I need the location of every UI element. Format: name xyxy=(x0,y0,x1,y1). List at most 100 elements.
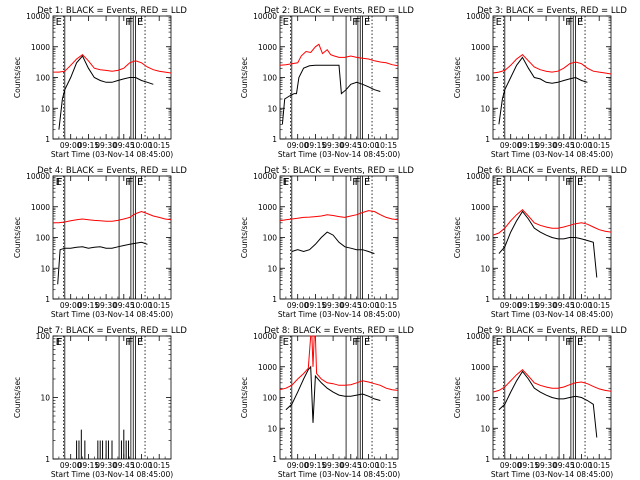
x-tick-label: 10:00 xyxy=(131,141,153,150)
y-tick-label: 1000 xyxy=(31,203,50,212)
x-tick-label: 10:00 xyxy=(131,461,153,470)
series-events-line xyxy=(498,370,598,438)
x-tick-label: 10:00 xyxy=(571,141,593,150)
y-axis-label: Counts/sec xyxy=(13,57,22,98)
y-tick-label: 1 xyxy=(45,455,50,464)
plot-frame xyxy=(52,175,172,300)
x-tick-label: 10:00 xyxy=(131,301,153,310)
y-tick-label: 10 xyxy=(267,104,277,113)
x-tick-label: 09:45 xyxy=(113,141,135,150)
y-tick-label: 10000 xyxy=(466,332,490,341)
time-marker-label: E xyxy=(283,177,289,188)
x-tick-label: 09:00 xyxy=(500,461,522,470)
x-tick-label: 09:30 xyxy=(322,301,344,310)
x-axis-label: Start Time (03-Nov-14 08:45:00) xyxy=(51,470,173,479)
x-tick-label: 09:15 xyxy=(518,141,540,150)
chart-panel-det-3: Det 3: BLACK = Events, RED = LLD 1 10 100 10… xyxy=(453,6,627,159)
x-axis-label: Start Time (03-Nov-14 08:45:00) xyxy=(491,150,613,159)
time-marker-label: E xyxy=(56,337,62,348)
time-marker-label: E xyxy=(496,17,502,28)
time-marker-label: E xyxy=(364,17,370,28)
y-tick-label: 1000 xyxy=(471,43,490,52)
x-tick-label: 10:15 xyxy=(375,301,397,310)
time-marker-label: F xyxy=(128,337,134,348)
y-tick-label: 10 xyxy=(480,264,490,273)
time-marker-label: F xyxy=(565,337,571,348)
time-marker-label: F xyxy=(352,177,358,188)
y-tick-label: 1 xyxy=(485,455,490,464)
series-events-line xyxy=(498,56,588,125)
y-tick-label: 10000 xyxy=(26,172,50,181)
x-tick-label: 09:00 xyxy=(287,141,309,150)
y-tick-label: 100 xyxy=(476,394,491,403)
time-marker-label: F xyxy=(57,337,63,348)
time-marker-label: E xyxy=(496,337,502,348)
chart-title: Det 8: BLACK = Events, RED = LLD xyxy=(264,326,414,336)
series-events-line xyxy=(291,231,375,255)
x-tick-label: 09:15 xyxy=(78,461,100,470)
y-tick-label: 10000 xyxy=(466,172,490,181)
x-axis-label: Start Time (03-Nov-14 08:45:00) xyxy=(51,310,173,319)
time-marker-label: E xyxy=(283,17,289,28)
chart-panel-det-6: Det 6: BLACK = Events, RED = LLD 1 10 100 10… xyxy=(453,166,627,319)
series-lld-line xyxy=(279,43,399,67)
x-tick-label: 09:45 xyxy=(340,461,362,470)
y-tick-label: 10000 xyxy=(253,332,277,341)
plot-frame xyxy=(279,335,399,460)
y-tick-label: 10 xyxy=(40,104,50,113)
x-tick-label: 10:00 xyxy=(358,301,380,310)
y-tick-label: 100 xyxy=(36,332,51,341)
series-lld-line xyxy=(492,369,612,393)
x-tick-label: 09:15 xyxy=(305,141,327,150)
series-lld-line xyxy=(53,54,172,74)
x-tick-label: 10:00 xyxy=(358,141,380,150)
x-tick-label: 09:15 xyxy=(78,141,100,150)
y-axis-label: Counts/sec xyxy=(240,217,249,258)
y-tick-label: 100 xyxy=(476,234,491,243)
y-axis-label: Counts/sec xyxy=(13,377,22,418)
chart-title: Det 6: BLACK = Events, RED = LLD xyxy=(477,166,627,176)
x-tick-label: 09:45 xyxy=(553,461,575,470)
y-tick-label: 10000 xyxy=(466,12,490,21)
x-tick-label: 09:00 xyxy=(500,301,522,310)
chart-title: Det 1: BLACK = Events, RED = LLD xyxy=(37,6,187,16)
y-tick-label: 10 xyxy=(480,424,490,433)
x-tick-label: 10:15 xyxy=(148,141,170,150)
y-tick-label: 10 xyxy=(267,424,277,433)
y-axis-label: Counts/sec xyxy=(240,57,249,98)
x-tick-label: 10:15 xyxy=(148,301,170,310)
x-axis-label: Start Time (03-Nov-14 08:45:00) xyxy=(491,310,613,319)
x-tick-label: 09:45 xyxy=(340,301,362,310)
chart-title: Det 9: BLACK = Events, RED = LLD xyxy=(477,326,627,336)
plot-frame xyxy=(279,175,399,300)
y-tick-label: 100 xyxy=(36,74,51,83)
time-marker-label: F xyxy=(128,17,134,28)
x-tick-label: 10:15 xyxy=(588,141,610,150)
y-axis-label: Counts/sec xyxy=(240,377,249,418)
time-marker-label: F xyxy=(355,177,361,188)
y-tick-label: 1000 xyxy=(258,43,277,52)
x-tick-label: 09:15 xyxy=(305,301,327,310)
y-tick-label: 1 xyxy=(272,135,277,144)
y-tick-label: 1 xyxy=(272,455,277,464)
time-marker-label: E xyxy=(56,17,62,28)
time-marker-label: F xyxy=(568,177,574,188)
y-tick-label: 1 xyxy=(485,295,490,304)
x-tick-label: 09:30 xyxy=(535,301,557,310)
time-marker-label: E xyxy=(364,337,370,348)
time-marker-label: E xyxy=(137,17,143,28)
y-axis-label: Counts/sec xyxy=(453,57,462,98)
y-tick-label: 1000 xyxy=(31,43,50,52)
x-tick-label: 09:00 xyxy=(60,461,82,470)
x-tick-label: 10:15 xyxy=(588,301,610,310)
x-tick-label: 09:45 xyxy=(113,461,135,470)
y-tick-label: 10000 xyxy=(26,12,50,21)
series-events-line xyxy=(57,241,148,285)
series-events-line xyxy=(281,64,381,125)
time-marker-label: E xyxy=(364,177,370,188)
y-tick-label: 100 xyxy=(36,234,51,243)
time-marker-label: F xyxy=(352,337,358,348)
y-tick-label: 1 xyxy=(272,295,277,304)
x-tick-label: 09:30 xyxy=(535,141,557,150)
